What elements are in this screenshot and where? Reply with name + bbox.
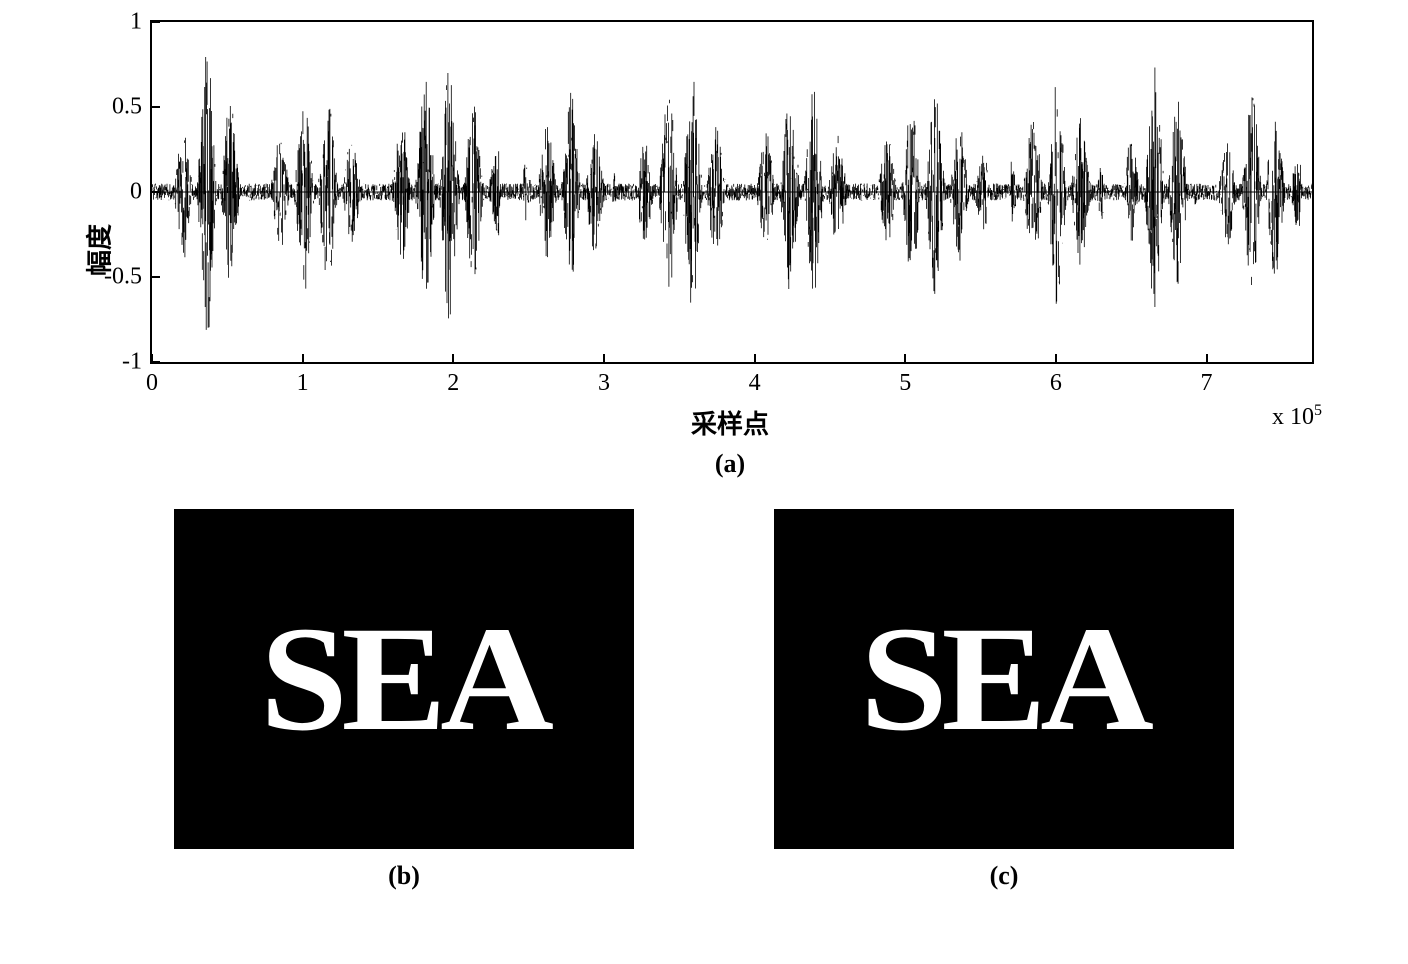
y-tick-label: 1 — [130, 9, 152, 36]
waveform-svg — [152, 22, 1312, 362]
x-tick-label: 5 — [899, 362, 911, 397]
y-tick-label: 0 — [130, 179, 152, 206]
images-row: SEA (b) SEA (c) — [20, 509, 1388, 891]
sea-text-b: SEA — [260, 593, 547, 765]
sea-text-c: SEA — [860, 593, 1147, 765]
sea-image-c: SEA — [774, 509, 1234, 849]
figure-container: 幅度 -1-0.500.51 01234567 x 105 采样点 (a) SE… — [20, 20, 1388, 891]
x-multiplier: x 105 — [1272, 402, 1322, 431]
x-tick-label: 6 — [1050, 362, 1062, 397]
panel-c: SEA (c) — [774, 509, 1234, 891]
x-tick-label: 7 — [1201, 362, 1213, 397]
sea-image-b: SEA — [174, 509, 634, 849]
x-tick-label: 2 — [447, 362, 459, 397]
waveform-chart: 幅度 -1-0.500.51 01234567 x 105 采样点 (a) — [100, 20, 1328, 479]
panel-a-label: (a) — [150, 449, 1310, 479]
x-axis-label: 采样点 — [150, 404, 1310, 441]
x-tick-label: 0 — [146, 362, 158, 397]
y-tick-label: -0.5 — [104, 264, 152, 291]
plot-box: -1-0.500.51 01234567 x 105 — [150, 20, 1314, 364]
x-tick-label: 3 — [598, 362, 610, 397]
panel-b: SEA (b) — [174, 509, 634, 891]
x-tick-label: 1 — [297, 362, 309, 397]
x-tick-label: 4 — [749, 362, 761, 397]
y-tick-label: 0.5 — [112, 94, 152, 121]
panel-c-label: (c) — [774, 861, 1234, 891]
panel-b-label: (b) — [174, 861, 634, 891]
